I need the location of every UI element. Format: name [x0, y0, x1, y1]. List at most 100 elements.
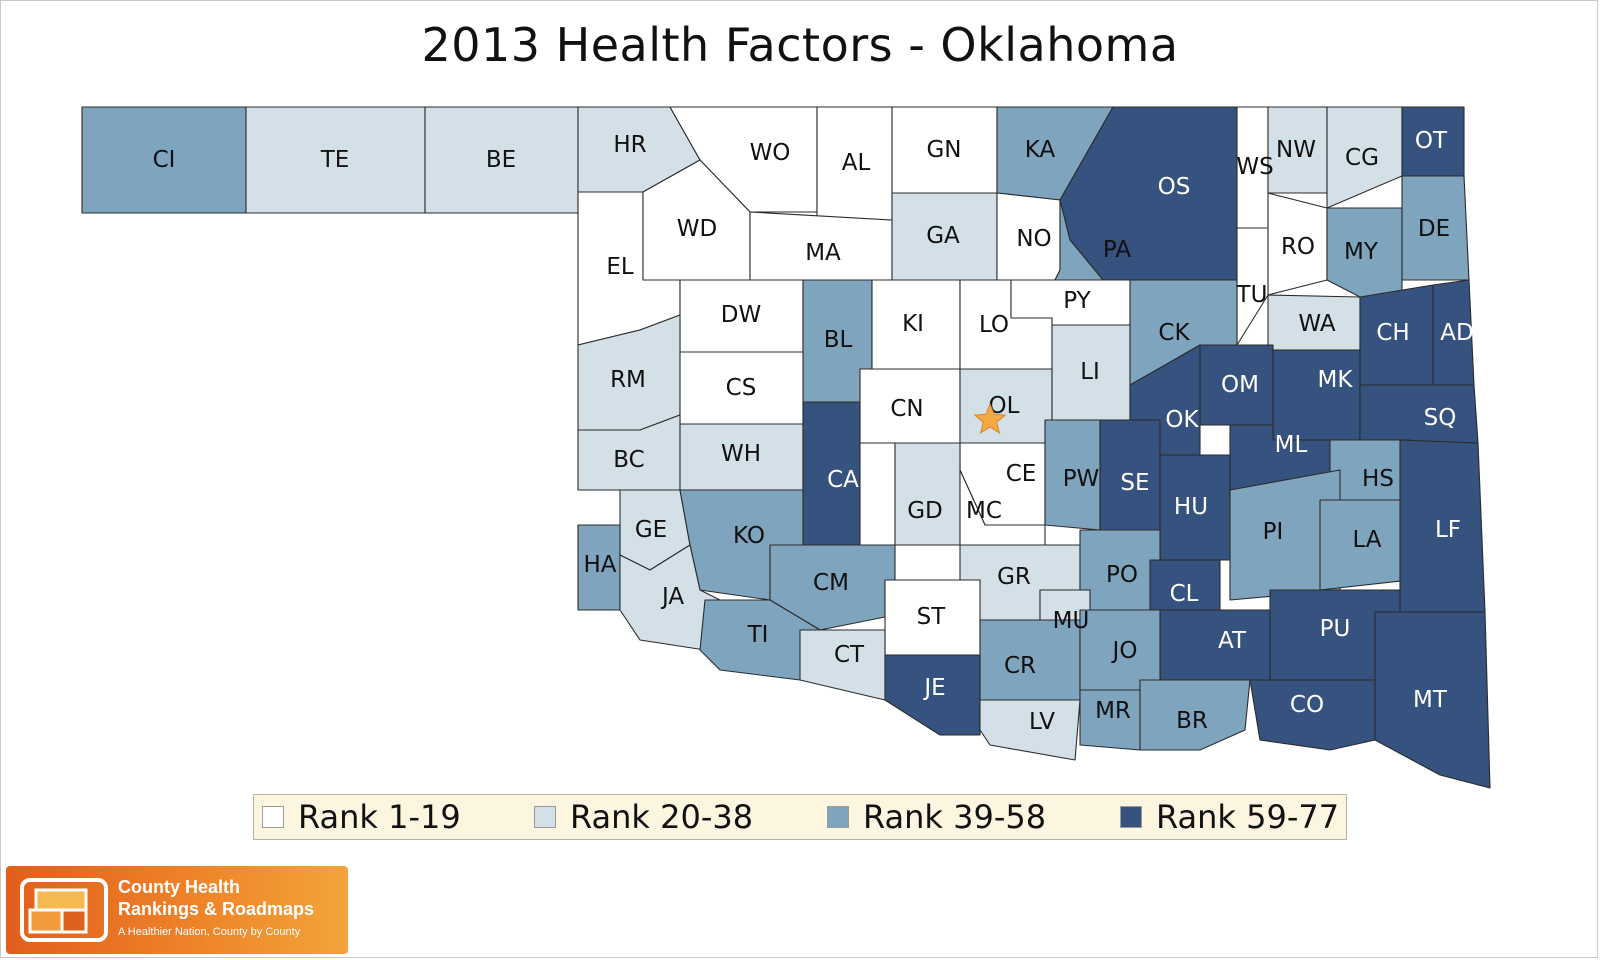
county-je[interactable]: [884, 654, 981, 736]
county-label-ko: KO: [733, 523, 765, 549]
logo-name-line-1: County Health: [118, 877, 241, 897]
logo-mark-icon: [20, 878, 108, 942]
county-label-br: BR: [1176, 708, 1208, 734]
county-label-al: AL: [842, 150, 871, 176]
county-label-tu: TU: [1236, 282, 1268, 308]
county-label-po: PO: [1106, 562, 1138, 588]
county-label-ce: CE: [1006, 461, 1037, 487]
county-label-ci: CI: [153, 147, 176, 173]
county-label-bc: BC: [613, 447, 644, 473]
county-label-rm: RM: [610, 367, 646, 393]
county-label-pw: PW: [1063, 466, 1100, 492]
county-cm[interactable]: [769, 544, 896, 631]
county-label-cl: CL: [1170, 581, 1199, 607]
legend-item-rank-39-58: Rank 39-58: [827, 795, 1046, 839]
county-label-jo: JO: [1111, 638, 1138, 664]
county-label-li: LI: [1080, 359, 1100, 385]
map-title: 2013 Health Factors - Oklahoma: [421, 18, 1179, 72]
county-label-mt: MT: [1413, 687, 1448, 713]
county-mt[interactable]: [1374, 611, 1491, 789]
county-label-de: DE: [1418, 216, 1450, 242]
county-label-ok: OK: [1165, 407, 1199, 433]
legend-label: Rank 1-19: [298, 798, 461, 836]
county-label-el: EL: [606, 254, 634, 280]
legend-item-rank-20-38: Rank 20-38: [534, 795, 753, 839]
logo-name-line-2: Rankings & Roadmaps: [118, 899, 315, 919]
county-br[interactable]: [1139, 679, 1251, 751]
county-label-ca: CA: [827, 467, 859, 493]
county-label-la: LA: [1352, 527, 1381, 553]
legend: Rank 1-19 Rank 20-38 Rank 39-58 Rank 59-…: [253, 794, 1347, 840]
county-label-mu: MU: [1053, 608, 1090, 634]
county-label-py: PY: [1063, 288, 1091, 314]
county-label-lo: LO: [979, 312, 1009, 338]
county-mk[interactable]: [1272, 349, 1361, 441]
county-gd[interactable]: [894, 442, 961, 546]
county-label-ws: WS: [1236, 154, 1273, 180]
county-label-hr: HR: [613, 132, 646, 158]
legend-swatch: [262, 806, 284, 828]
legend-label: Rank 59-77: [1156, 798, 1340, 836]
county-label-no: NO: [1016, 226, 1051, 252]
legend-label: Rank 39-58: [863, 798, 1047, 836]
legend-swatch: [827, 806, 849, 828]
county-label-sq: SQ: [1424, 405, 1457, 431]
county-label-ot: OT: [1415, 128, 1448, 154]
legend-item-rank-1-19: Rank 1-19: [262, 795, 461, 839]
county-label-gr: GR: [997, 564, 1031, 590]
county-label-ml: ML: [1275, 432, 1308, 458]
county-label-ti: TI: [747, 622, 769, 648]
county-label-ja: JA: [660, 584, 684, 610]
county-label-hu: HU: [1174, 494, 1208, 520]
county-label-ka: KA: [1025, 137, 1056, 163]
county-label-ad: AD: [1440, 320, 1473, 346]
county-wo[interactable]: [669, 106, 818, 213]
county-label-ro: RO: [1281, 234, 1315, 260]
county-label-my: MY: [1344, 239, 1379, 265]
county-at[interactable]: [1159, 609, 1271, 681]
county-tu[interactable]: [1236, 227, 1269, 346]
county-label-mc: MC: [966, 498, 1002, 524]
county-label-lf: LF: [1435, 517, 1461, 543]
county-label-dw: DW: [721, 302, 761, 328]
county-label-hs: HS: [1362, 466, 1394, 492]
county-label-ha: HA: [583, 552, 616, 578]
legend-swatch: [1120, 806, 1142, 828]
county-sq[interactable]: [1359, 384, 1479, 444]
county-label-je: JE: [922, 675, 945, 701]
legend-swatch: [534, 806, 556, 828]
county-label-wa: WA: [1298, 311, 1335, 337]
state-capital-star-icon: [973, 402, 1007, 434]
county-label-cr: CR: [1004, 653, 1036, 679]
county-label-mr: MR: [1095, 698, 1131, 724]
county-label-te: TE: [320, 147, 350, 173]
county-health-rankings-logo[interactable]: County Health Rankings & Roadmaps A Heal…: [6, 866, 348, 954]
county-label-cg: CG: [1345, 145, 1379, 171]
county-label-ki: KI: [902, 311, 924, 337]
logo-tagline: A Healthier Nation, County by County: [118, 926, 301, 938]
county-mc[interactable]: [959, 469, 1046, 546]
county-label-wh: WH: [721, 441, 761, 467]
county-label-se: SE: [1120, 470, 1149, 496]
county-lv[interactable]: [979, 699, 1081, 761]
legend-item-rank-59-77: Rank 59-77: [1120, 795, 1339, 839]
county-label-pu: PU: [1320, 616, 1351, 642]
county-label-ck: CK: [1158, 320, 1190, 346]
county-label-pi: PI: [1263, 519, 1284, 545]
county-label-ma: MA: [805, 240, 841, 266]
county-label-wd: WD: [677, 216, 717, 242]
county-label-cn: CN: [890, 396, 923, 422]
county-label-wo: WO: [750, 140, 791, 166]
county-label-co: CO: [1290, 692, 1324, 718]
county-label-gn: GN: [926, 137, 961, 163]
county-co[interactable]: [1249, 679, 1376, 751]
county-label-cs: CS: [726, 375, 757, 401]
county-label-at: AT: [1218, 628, 1247, 654]
county-label-cm: CM: [813, 570, 849, 596]
county-label-lv: LV: [1029, 709, 1055, 735]
county-label-om: OM: [1221, 372, 1259, 398]
county-label-st: ST: [917, 604, 947, 630]
county-label-gd: GD: [907, 498, 943, 524]
